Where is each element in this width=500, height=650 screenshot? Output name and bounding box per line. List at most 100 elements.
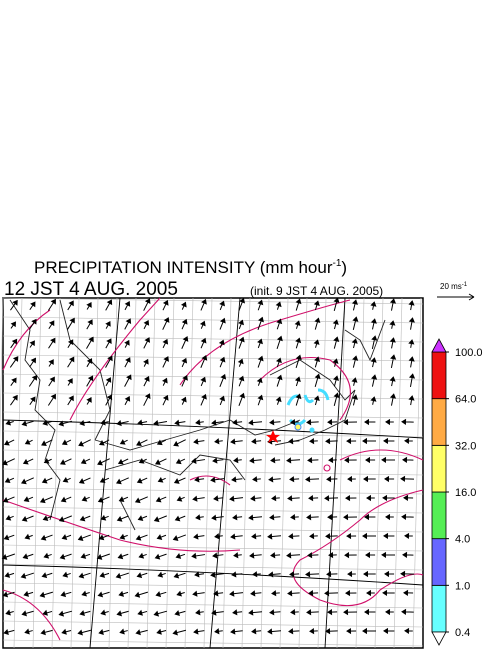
wind-arrow bbox=[326, 476, 338, 483]
wind-arrow bbox=[22, 458, 34, 465]
wind-arrow bbox=[181, 318, 188, 330]
wind-arrow bbox=[78, 572, 91, 579]
wind-arrow bbox=[385, 513, 394, 521]
wind-arrow bbox=[23, 590, 34, 597]
wind-arrow bbox=[105, 338, 112, 349]
grid-line bbox=[336, 297, 346, 649]
grid-line bbox=[2, 563, 424, 571]
colorbar-label: 1.0 bbox=[455, 580, 470, 592]
wind-arrow bbox=[365, 551, 376, 559]
wind-arrow bbox=[408, 317, 415, 330]
wind-arrow bbox=[200, 354, 208, 368]
wind-arrow bbox=[176, 495, 185, 502]
wind-arrow bbox=[346, 437, 357, 445]
grid-line bbox=[2, 639, 424, 647]
wind-arrow bbox=[351, 338, 358, 349]
wind-arrow bbox=[404, 437, 413, 445]
wind-arrow bbox=[47, 298, 56, 311]
wind-arrow bbox=[137, 515, 148, 521]
wind-arrow bbox=[124, 357, 131, 368]
wind-arrow bbox=[134, 496, 148, 504]
wind-arrow bbox=[275, 357, 282, 368]
wind-arrow bbox=[124, 395, 131, 406]
wind-arrow bbox=[389, 376, 396, 387]
wind-arrow bbox=[39, 496, 53, 504]
colorbar-segment bbox=[431, 538, 447, 586]
grid-line bbox=[2, 582, 424, 590]
wind-arrow bbox=[136, 477, 148, 484]
wind-arrow bbox=[81, 590, 90, 597]
wind-arrow bbox=[325, 438, 338, 445]
wind-arrow bbox=[305, 571, 320, 578]
wind-arrow bbox=[267, 628, 282, 635]
wind-arrow bbox=[48, 376, 55, 387]
wind-arrow bbox=[86, 397, 92, 405]
wind-arrow bbox=[119, 533, 128, 540]
vector-legend: 20 ms-1 bbox=[437, 282, 475, 301]
wind-arrow bbox=[96, 553, 110, 560]
wind-arrow bbox=[351, 377, 358, 386]
wind-arrow bbox=[381, 551, 396, 559]
wind-arrow bbox=[248, 609, 263, 616]
wind-arrow bbox=[218, 339, 225, 348]
wind-arrow bbox=[115, 477, 129, 485]
wind-arrow bbox=[371, 335, 378, 350]
wind-arrow bbox=[124, 374, 132, 387]
wind-arrow bbox=[20, 477, 34, 485]
wind-arrow bbox=[24, 628, 33, 635]
wind-arrow bbox=[155, 591, 167, 598]
wind-arrow bbox=[230, 533, 243, 540]
wind-arrow bbox=[307, 457, 319, 464]
wind-arrow bbox=[408, 373, 416, 388]
wind-arrow bbox=[286, 457, 301, 464]
wind-arrow bbox=[385, 418, 394, 426]
wind-arrow bbox=[105, 377, 112, 387]
wind-arrow bbox=[153, 420, 168, 427]
wind-arrow bbox=[275, 396, 282, 405]
wind-arrow bbox=[324, 495, 339, 502]
wind-arrow bbox=[86, 358, 93, 368]
wind-arrow bbox=[382, 494, 395, 502]
wind-arrow bbox=[156, 628, 167, 635]
wind-arrow bbox=[80, 458, 91, 465]
wind-arrow bbox=[370, 301, 377, 310]
wind-arrow bbox=[117, 458, 129, 465]
wind-arrow bbox=[233, 457, 242, 464]
grid-line bbox=[32, 297, 42, 649]
wind-arrow bbox=[214, 438, 223, 445]
wind-arrow bbox=[58, 610, 73, 617]
wind-arrow bbox=[327, 419, 338, 426]
wind-arrow bbox=[271, 495, 280, 502]
grid-line bbox=[127, 297, 137, 649]
wind-arrow bbox=[173, 572, 186, 579]
wind-arrow bbox=[40, 534, 53, 541]
wind-arrow bbox=[79, 610, 91, 617]
wind-arrow bbox=[324, 590, 339, 597]
wind-arrow bbox=[157, 476, 166, 483]
wind-arrow bbox=[79, 515, 91, 522]
wind-arrow bbox=[352, 355, 359, 368]
wind-arrow bbox=[401, 418, 414, 425]
wind-arrow bbox=[162, 317, 170, 330]
wind-arrow bbox=[306, 609, 319, 616]
wind-arrow bbox=[237, 358, 244, 367]
wind-arrow bbox=[257, 355, 264, 368]
wind-arrow bbox=[79, 419, 91, 426]
wind-arrow bbox=[162, 338, 169, 349]
wind-arrow bbox=[10, 299, 18, 311]
wind-arrow bbox=[249, 457, 262, 464]
wind-arrow bbox=[42, 419, 53, 426]
wind-arrow bbox=[58, 515, 72, 523]
wind-arrow bbox=[1, 553, 15, 560]
wind-arrow bbox=[153, 515, 167, 523]
wind-arrow bbox=[21, 420, 34, 427]
wind-arrow bbox=[97, 496, 110, 503]
wind-arrow bbox=[333, 375, 340, 387]
grid-line bbox=[2, 316, 424, 324]
wind-arrow bbox=[174, 515, 186, 522]
wind-arrow bbox=[214, 628, 223, 635]
wind-arrow bbox=[200, 376, 207, 387]
wind-arrow bbox=[143, 393, 151, 406]
map bbox=[0, 297, 424, 649]
